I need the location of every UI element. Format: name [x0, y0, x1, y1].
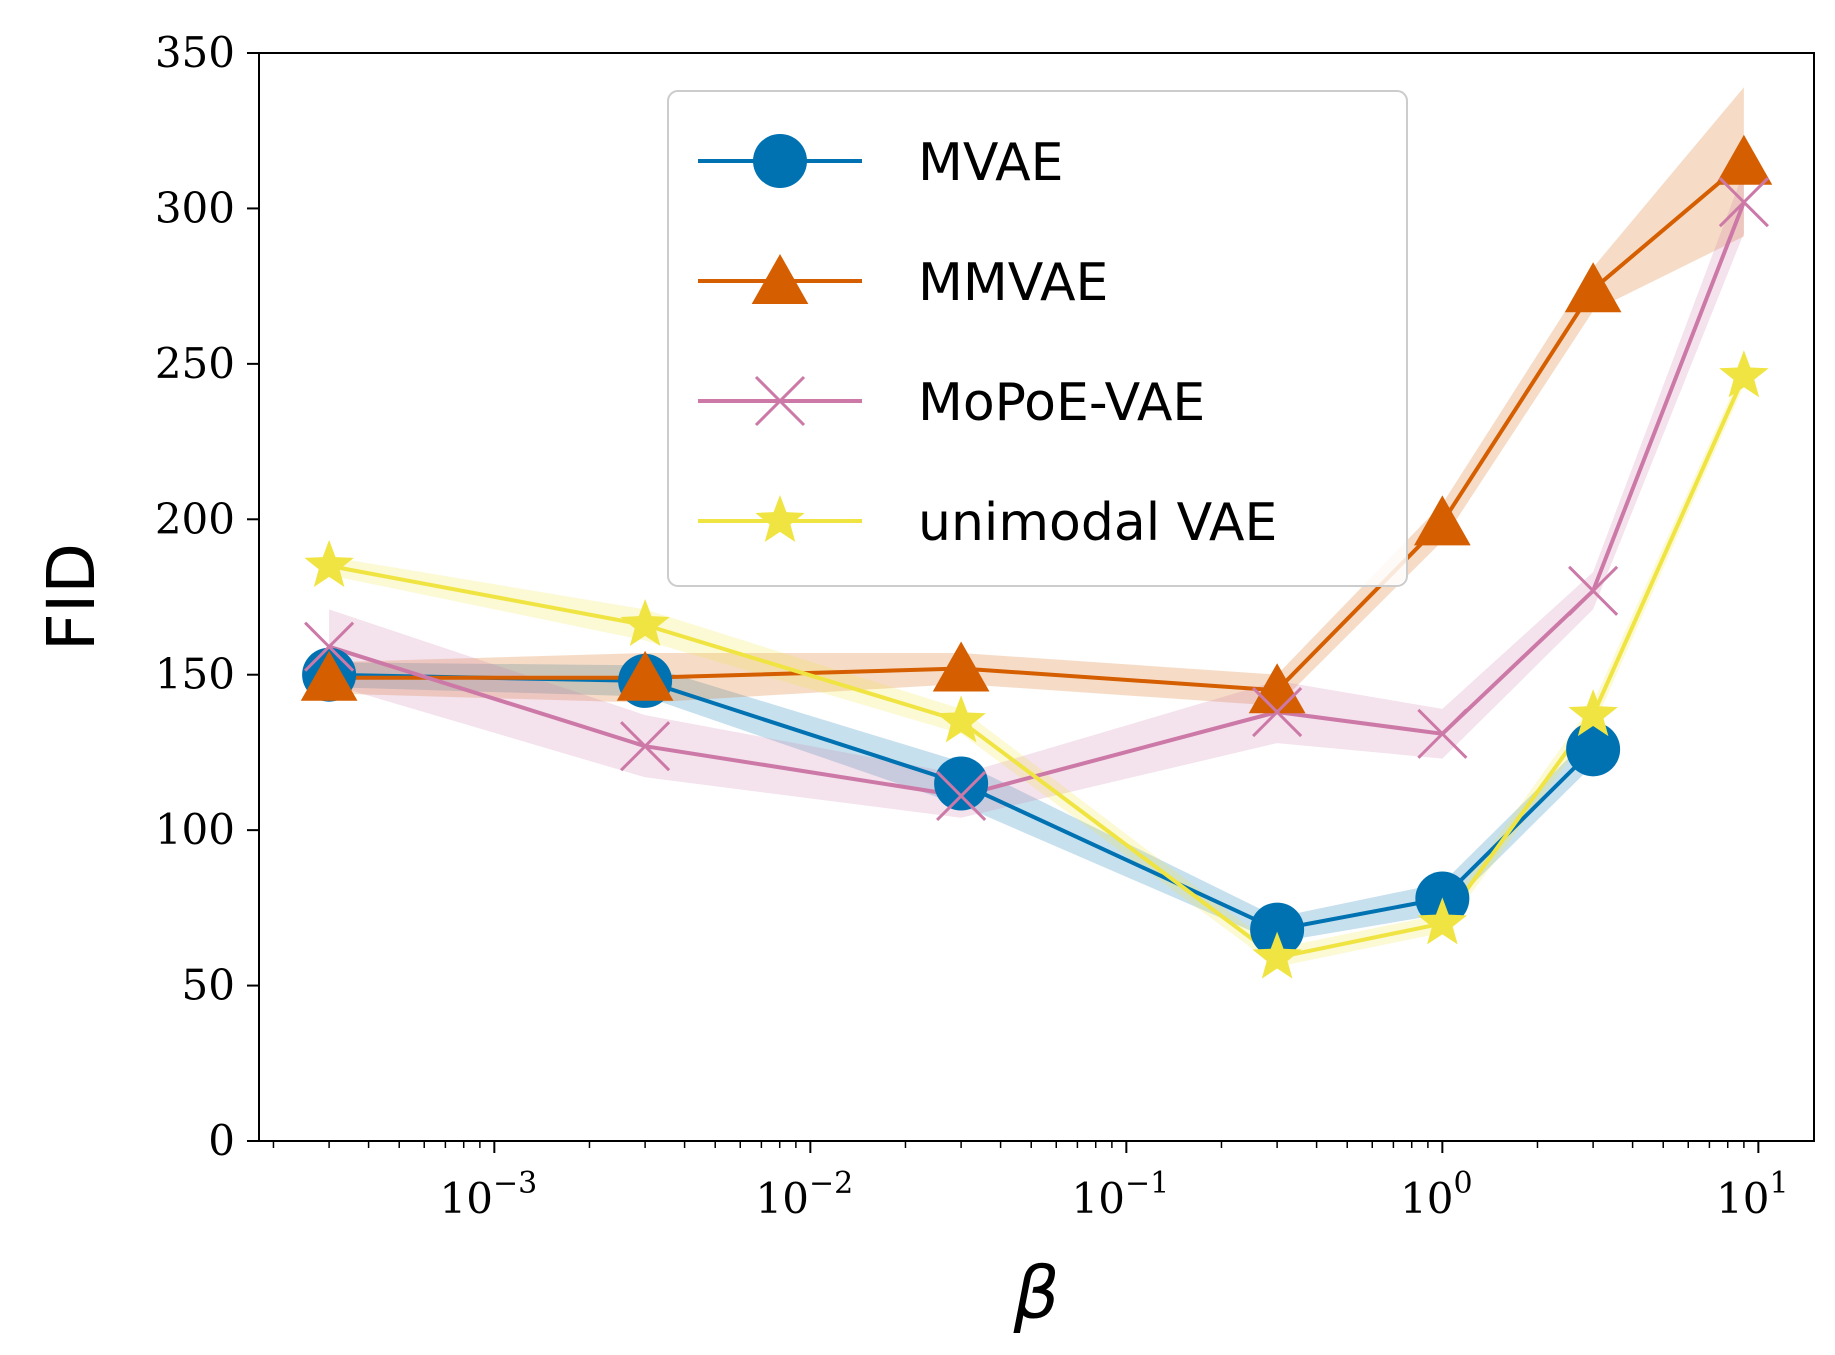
legend-marker-mvae	[753, 134, 807, 188]
point-mopoe-vae-5	[1568, 565, 1619, 616]
legend: MVAE MMVAE MoPoE-VAE unimodal VAE	[667, 90, 1408, 587]
point-unimodal-vae-6	[1719, 350, 1769, 398]
point-unimodal-vae-4	[1417, 897, 1468, 945]
point-unimodal-vae-2	[936, 695, 986, 743]
point-unimodal-vae-0	[304, 539, 354, 587]
axes: 0 50 100 150 200 250 300 350 10−3 10−2 10−1 100 101 F…	[33, 28, 1815, 1335]
point-mmvae-5	[1564, 262, 1622, 313]
point-mvae-3	[1250, 902, 1305, 957]
y-axis-title: FID	[33, 543, 110, 651]
plot-frame	[258, 52, 1815, 1142]
point-unimodal-vae-5	[1568, 689, 1618, 737]
y-tick-label: 150	[155, 650, 235, 699]
point-mopoe-vae-0	[304, 621, 355, 672]
point-mvae-5	[1566, 722, 1621, 777]
legend-marker-unimodal-vae	[755, 495, 805, 543]
point-mmvae-6	[1715, 134, 1773, 185]
point-unimodal-vae-1	[620, 598, 670, 647]
legend-label-mmvae: MMVAE	[918, 253, 1108, 313]
legend-label-mvae: MVAE	[918, 133, 1064, 193]
point-mopoe-vae-3	[1252, 686, 1303, 738]
y-tick-label: 50	[182, 961, 235, 1010]
point-mmvae-4	[1414, 495, 1471, 546]
point-mopoe-vae-4	[1417, 708, 1468, 759]
y-tick-label: 300	[155, 183, 235, 232]
legend-marker-mopoe-vae	[754, 375, 806, 427]
point-mopoe-vae-2	[936, 770, 987, 822]
x-tick-label: 101	[1716, 1166, 1789, 1223]
point-mmvae-1	[616, 650, 674, 701]
y-tick-label: 250	[155, 339, 235, 388]
x-tick-label: 10−1	[1072, 1166, 1170, 1223]
point-mmvae-3	[1248, 663, 1306, 714]
point-unimodal-vae-3	[1252, 931, 1302, 979]
legend-marker-mmvae	[751, 254, 809, 304]
x-tick-label: 10−3	[439, 1166, 537, 1223]
y-tick-label: 0	[208, 1116, 235, 1165]
y-tick-label: 350	[155, 28, 235, 77]
point-mopoe-vae-1	[620, 721, 671, 772]
x-axis-title: β	[1013, 1251, 1060, 1335]
point-mopoe-vae-6	[1718, 177, 1769, 228]
point-mmvae-2	[932, 641, 990, 692]
y-tick-label: 200	[155, 494, 235, 543]
x-tick-label: 10−2	[755, 1166, 853, 1223]
point-mmvae-0	[300, 650, 358, 701]
x-tick-label: 100	[1400, 1166, 1473, 1223]
y-tick-label: 100	[155, 805, 235, 854]
series-markers	[300, 134, 1773, 979]
line-mvae	[329, 672, 1595, 932]
legend-label-unimodal-vae: unimodal VAE	[918, 493, 1277, 553]
point-mvae-2	[934, 756, 989, 811]
legend-box	[667, 90, 1408, 587]
legend-label-mopoe-vae: MoPoE-VAE	[918, 373, 1205, 433]
